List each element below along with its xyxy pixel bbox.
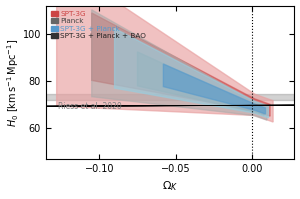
Polygon shape [92, 10, 267, 120]
Text: Riess et al. 2020: Riess et al. 2020 [58, 102, 122, 111]
Legend: SPT-3G, Planck, SPT-3G + Planck, SPT-3G + Planck + BAO: SPT-3G, Planck, SPT-3G + Planck, SPT-3G … [50, 9, 148, 41]
Polygon shape [164, 64, 266, 114]
Bar [46, 94, 294, 100]
Polygon shape [92, 13, 270, 116]
Ellipse shape [0, 102, 300, 108]
Y-axis label: $H_0\ [\mathrm{km\,s^{-1}\,Mpc^{-1}}]$: $H_0\ [\mathrm{km\,s^{-1}\,Mpc^{-1}}]$ [6, 38, 21, 127]
Polygon shape [115, 28, 268, 118]
X-axis label: $\Omega_K$: $\Omega_K$ [162, 180, 178, 193]
Polygon shape [57, 0, 273, 122]
Ellipse shape [0, 99, 300, 111]
Polygon shape [137, 52, 264, 116]
